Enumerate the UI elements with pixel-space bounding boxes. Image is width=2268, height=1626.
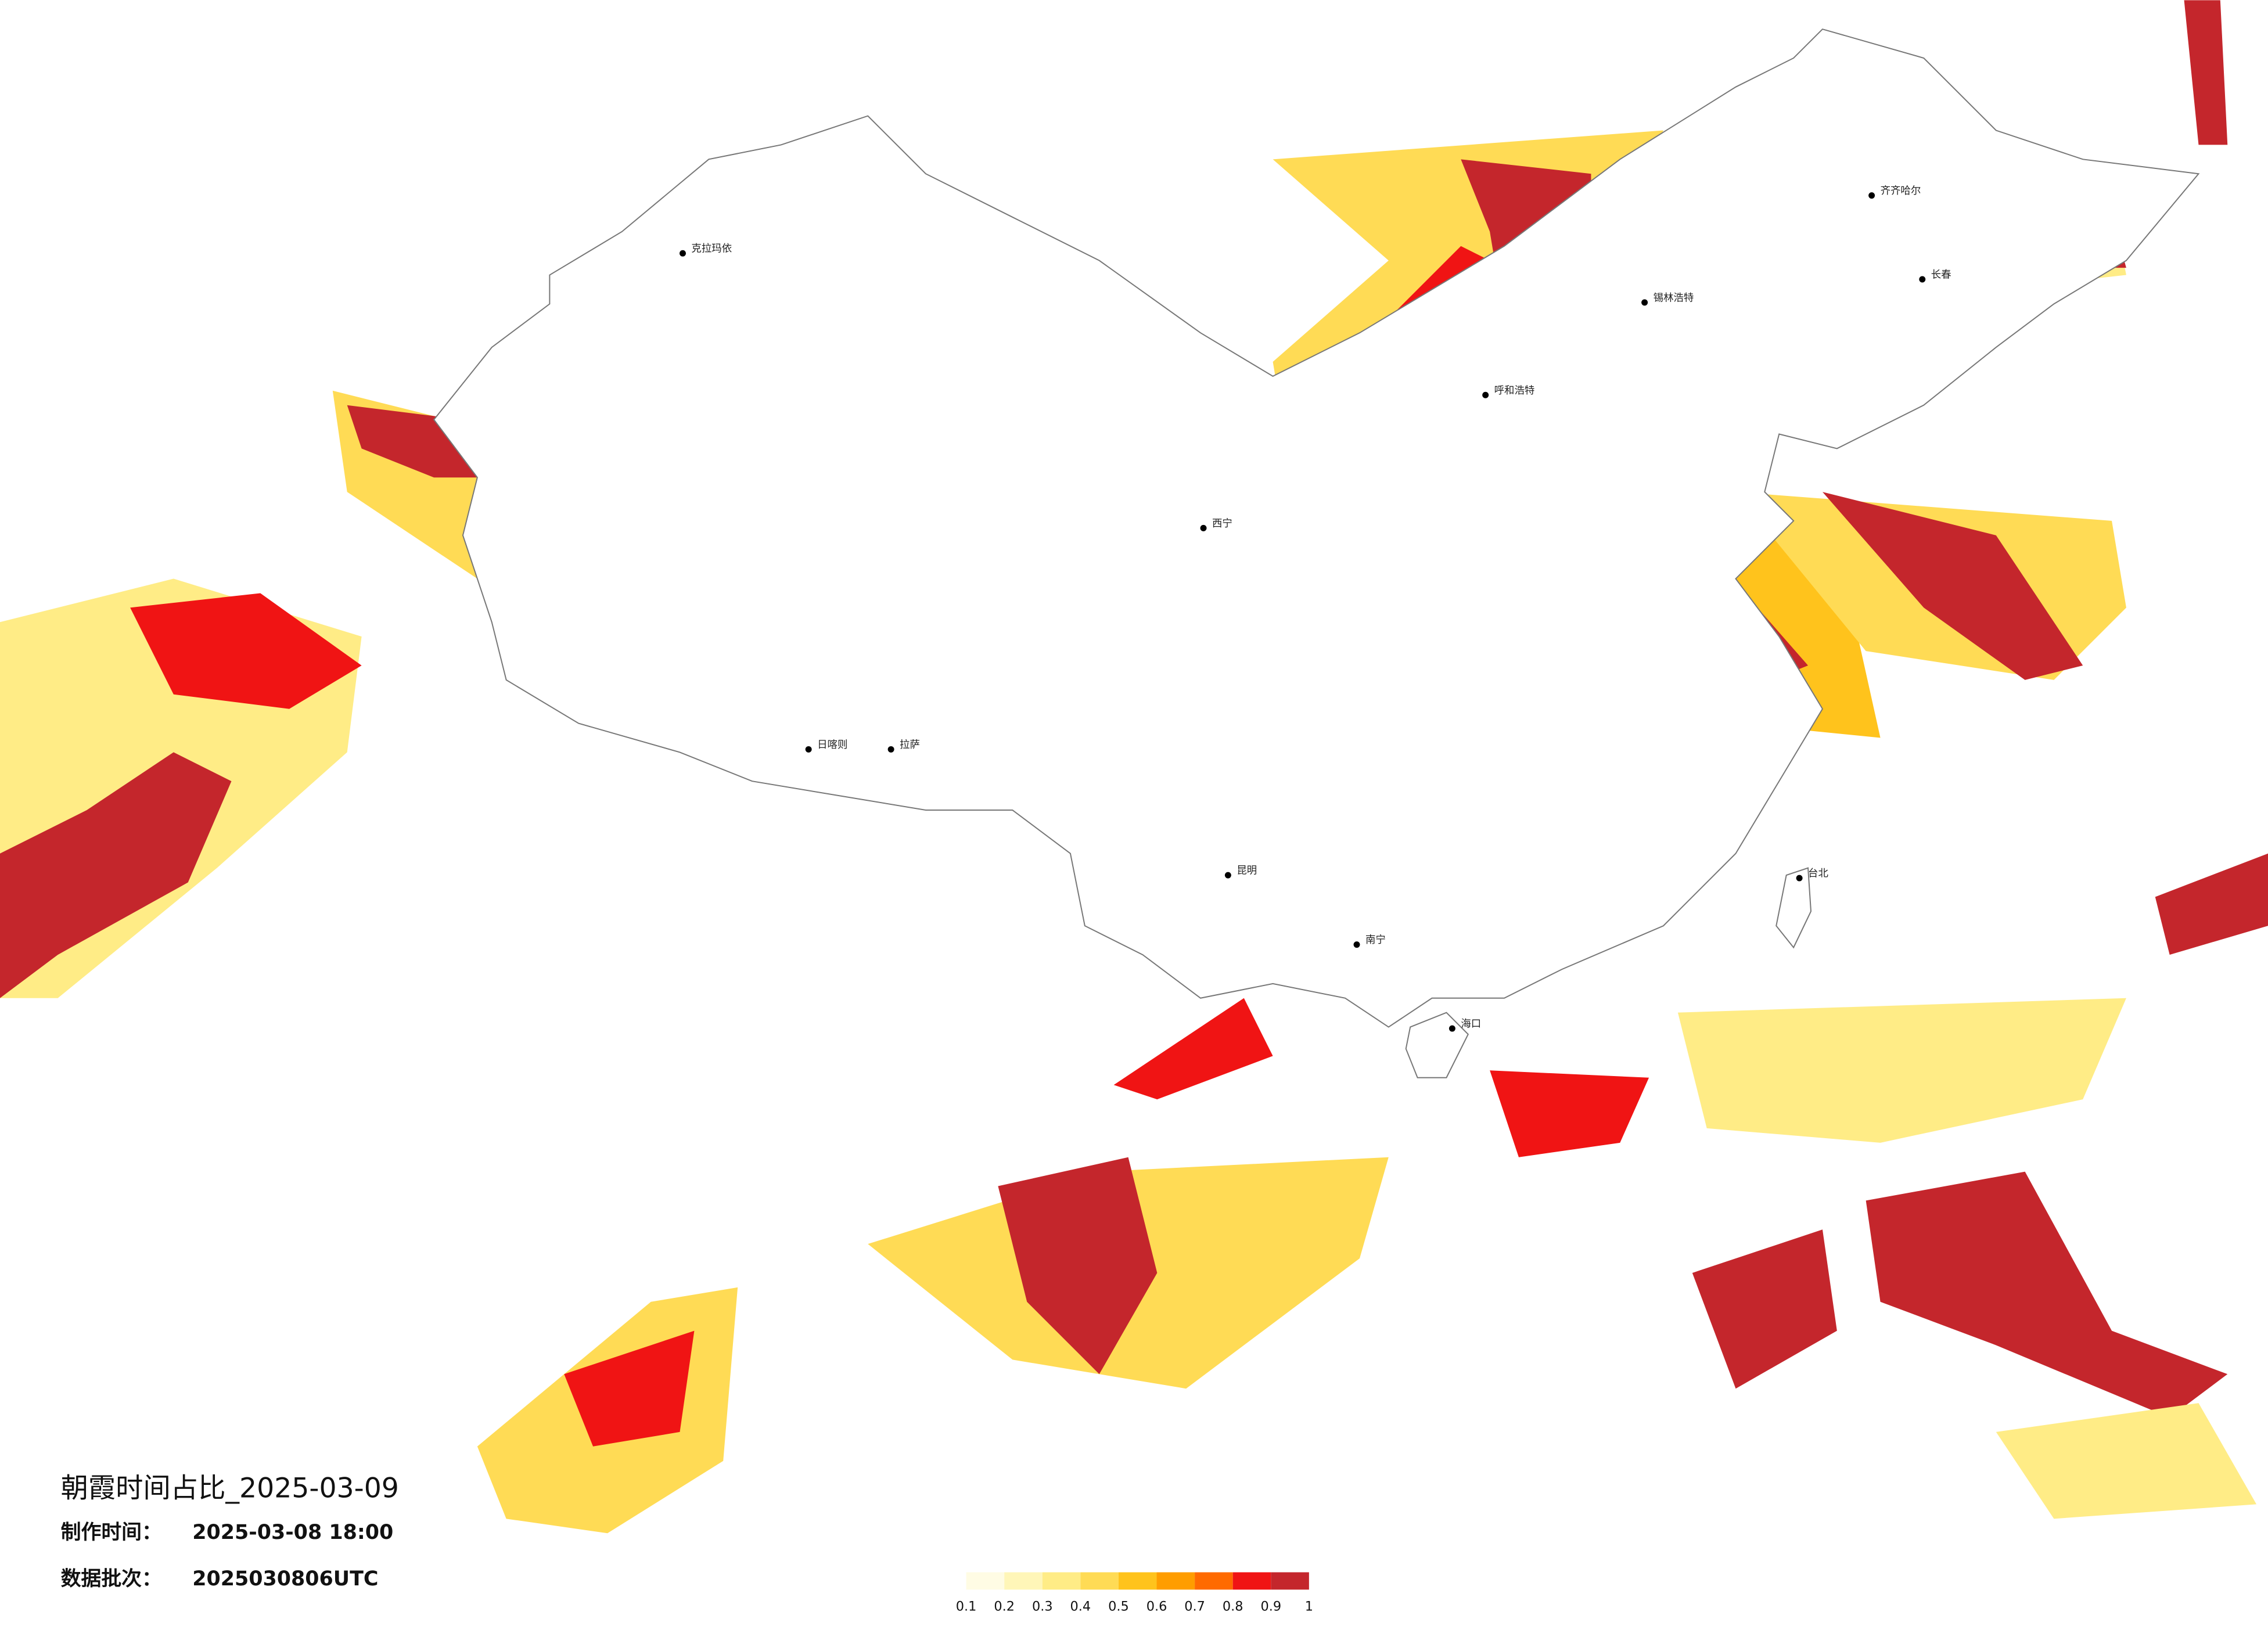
city-label: 西宁 xyxy=(1212,518,1232,530)
city-dot xyxy=(1482,391,1489,398)
city-label: 锡林浩特 xyxy=(1654,292,1694,304)
city-dot xyxy=(1200,524,1207,531)
taiwan xyxy=(1775,867,1812,949)
city-label: 呼和浩特 xyxy=(1494,385,1535,397)
city-label: 克拉玛依 xyxy=(691,243,732,255)
colorbar-tick-label: 0.6 xyxy=(1146,1599,1167,1614)
colorbar-bin xyxy=(1271,1572,1309,1590)
batch-label: 数据批次： xyxy=(61,1567,162,1591)
colorbar-bin xyxy=(1156,1572,1195,1590)
colorbar-tick-label: 0.1 xyxy=(956,1599,977,1614)
colorbar-bin xyxy=(1042,1572,1081,1590)
city-label: 南宁 xyxy=(1365,934,1386,946)
colorbar-bin xyxy=(1004,1572,1043,1590)
batch-value: 2025030806UTC xyxy=(192,1567,378,1591)
colorbar-tick-label: 0.5 xyxy=(1108,1599,1129,1614)
city-label: 长春 xyxy=(1931,269,1951,281)
colorbar-tick-label: 0.9 xyxy=(1260,1599,1281,1614)
city-label: 台北 xyxy=(1808,868,1828,880)
city-dot xyxy=(1919,276,1926,283)
colorbar-tick-label: 0.2 xyxy=(994,1599,1015,1614)
country-border xyxy=(433,28,2200,1028)
colorbar-tick-label: 0.7 xyxy=(1184,1599,1205,1614)
city-label: 昆明 xyxy=(1237,865,1257,877)
colorbar: 0.1 0.2 0.3 0.4 0.5 0.6 0.7 0.8 0.9 1 xyxy=(956,1572,1313,1614)
colorbar-tick-label: 0.8 xyxy=(1223,1599,1243,1614)
city-dot xyxy=(1868,192,1875,199)
production-time-value: 2025-03-08 18:00 xyxy=(192,1521,393,1544)
production-time-label: 制作时间： xyxy=(61,1521,162,1544)
colorbar-tick-label: 0.3 xyxy=(1032,1599,1053,1614)
city-label: 拉萨 xyxy=(900,739,920,751)
city-dot xyxy=(1353,941,1360,948)
colorbar-tick-label: 1 xyxy=(1305,1599,1313,1614)
city-dot xyxy=(887,746,894,753)
colorbar-tick-label: 0.4 xyxy=(1070,1599,1091,1614)
city-dot xyxy=(1224,872,1231,879)
colorbar-bin xyxy=(1080,1572,1119,1590)
map-title: 朝霞时间占比_2025-03-09 xyxy=(61,1473,399,1505)
colorbar-bin xyxy=(966,1572,1005,1590)
colorbar-bin xyxy=(1118,1572,1157,1590)
city-dot xyxy=(680,250,686,257)
city-dot xyxy=(1641,299,1648,306)
colorbar-bin xyxy=(1232,1572,1271,1590)
city-dot xyxy=(805,746,812,753)
city-label: 海口 xyxy=(1461,1019,1481,1030)
city-label: 日喀则 xyxy=(817,739,847,751)
colorbar-bin xyxy=(1195,1572,1233,1590)
city-dot xyxy=(1448,1025,1455,1032)
hainan xyxy=(1405,1012,1469,1078)
city-dot xyxy=(1796,875,1803,882)
city-label: 齐齐哈尔 xyxy=(1881,185,1921,197)
